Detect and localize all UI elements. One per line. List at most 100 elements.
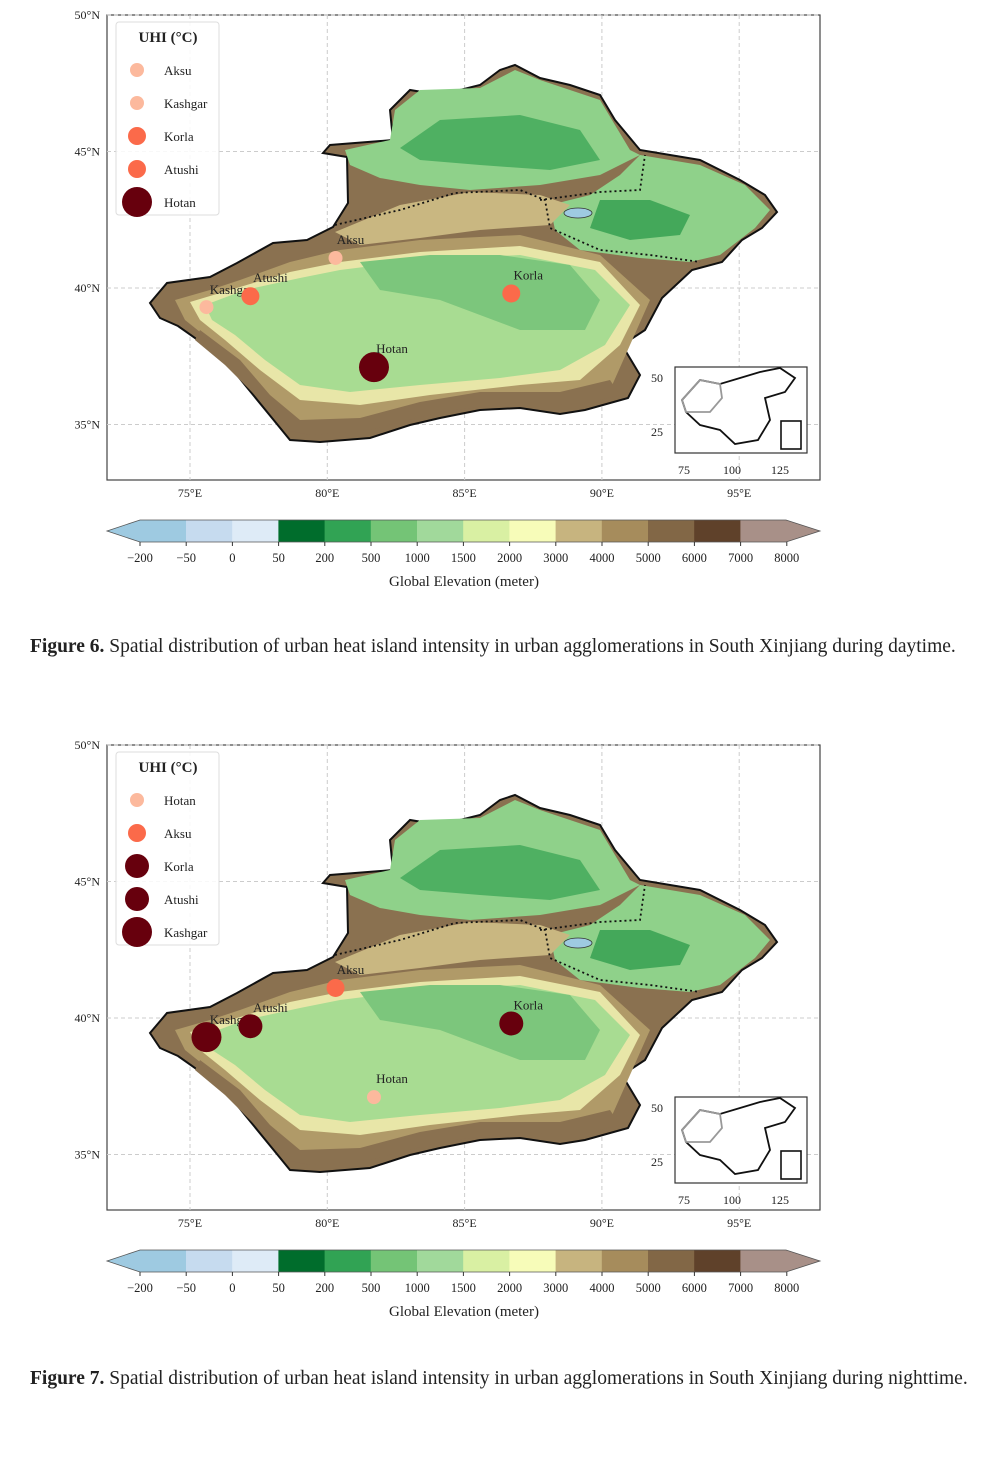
inset-y-tick: 50	[651, 371, 663, 385]
city-marker-atushi	[241, 287, 260, 306]
colorbar-segment	[601, 1250, 649, 1272]
colorbar-segment	[278, 520, 326, 542]
legend-marker	[125, 854, 149, 878]
figure-label: Figure 6.	[30, 636, 105, 657]
legend-box	[115, 751, 220, 946]
colorbar-tick-label: 5000	[636, 1281, 661, 1295]
figure-6-caption: Figure 6. Spatial distribution of urban …	[30, 632, 975, 661]
colorbar-extend-low	[107, 520, 186, 542]
colorbar-tick-label: −200	[127, 551, 153, 565]
city-label: Korla	[513, 997, 543, 1012]
city-marker-kashgar	[199, 300, 214, 315]
terrain-lowland	[360, 255, 600, 330]
turpan-lowland	[590, 930, 690, 970]
colorbar-segment	[186, 520, 233, 542]
lon-tick-label: 80°E	[315, 1216, 339, 1230]
legend-marker	[122, 187, 152, 217]
colorbar-tick-label: 8000	[774, 551, 799, 565]
colorbar-segment	[555, 1250, 603, 1272]
city-label: Aksu	[337, 232, 365, 247]
legend-label: Hotan	[164, 793, 196, 808]
lat-tick-label: 35°N	[75, 418, 101, 432]
tianshan-range	[335, 192, 570, 245]
region-boundary	[334, 154, 701, 263]
colorbar-title: Global Elevation (meter)	[389, 574, 539, 590]
china-outline	[680, 367, 797, 445]
lon-tick-label: 90°E	[590, 486, 614, 500]
city-label: Atushi	[253, 1000, 288, 1015]
dzungaria-lowland	[400, 115, 600, 170]
colorbar-tick-label: 6000	[682, 1281, 707, 1295]
colorbar-segment	[648, 1250, 695, 1272]
legend-label: Korla	[164, 859, 194, 874]
colorbar-segment	[601, 520, 649, 542]
colorbar-segment	[278, 1250, 326, 1272]
lon-tick-label: 85°E	[453, 486, 477, 500]
colorbar-tick-label: 1000	[405, 1281, 430, 1295]
colorbar-segment	[509, 1250, 557, 1272]
colorbar-segment	[509, 520, 557, 542]
colorbar-tick-label: −200	[127, 1281, 153, 1295]
colorbar-segment	[648, 520, 695, 542]
colorbar-segment	[370, 520, 418, 542]
region-boundary	[334, 884, 701, 993]
xinjiang-inset-outline	[680, 379, 723, 413]
city-label: Hotan	[376, 341, 408, 356]
turpan-lowland	[590, 200, 690, 240]
colorbar-extend-high	[740, 520, 820, 542]
legend-marker	[128, 824, 146, 842]
colorbar-tick-label: 0	[229, 551, 235, 565]
colorbar-tick-label: 500	[362, 551, 381, 565]
tianshan-range	[335, 922, 570, 975]
china-outline	[680, 1097, 797, 1175]
inset-x-tick: 75	[678, 1193, 690, 1207]
legend-label: Atushi	[164, 892, 199, 907]
city-marker-hotan	[358, 352, 389, 383]
colorbar-segment	[232, 520, 279, 542]
terrain-lowland	[360, 985, 600, 1060]
lon-tick-label: 95°E	[727, 1216, 751, 1230]
kunlun-range	[195, 1060, 620, 1165]
figure-7-map: 50°N 45°N 40°N 35°N 75°E 80°E 85°E 90°E 95°E Aksu…	[75, 738, 822, 1320]
lon-tick-label: 85°E	[453, 1216, 477, 1230]
city-label: Korla	[513, 267, 543, 282]
colorbar-segment	[555, 520, 603, 542]
legend-marker	[125, 887, 149, 911]
colorbar-segment	[324, 1250, 372, 1272]
colorbar-tick-label: 0	[229, 1281, 235, 1295]
lat-tick-label: 35°N	[75, 1148, 101, 1162]
caption-text: Spatial distribution of urban heat islan…	[104, 636, 956, 657]
legend-marker	[128, 127, 146, 145]
legend-label: Hotan	[164, 195, 196, 210]
caption-text: Spatial distribution of urban heat islan…	[104, 1368, 968, 1389]
inset-x-tick: 125	[771, 463, 789, 477]
colorbar-title: Global Elevation (meter)	[389, 1304, 539, 1320]
colorbar-segment	[463, 1250, 510, 1272]
lon-tick-label: 80°E	[315, 486, 339, 500]
city-marker-aksu	[326, 978, 345, 997]
colorbar-tick-label: 7000	[728, 1281, 753, 1295]
legend-label: Aksu	[164, 826, 192, 841]
lon-tick-label: 95°E	[727, 486, 751, 500]
colorbar-tick-label: −50	[176, 551, 196, 565]
dzungaria-lowland	[400, 845, 600, 900]
xinjiang-inset-outline	[680, 1109, 723, 1143]
lat-tick-label: 50°N	[75, 8, 101, 22]
colorbar-segment	[324, 520, 372, 542]
lat-tick-label: 45°N	[75, 145, 101, 159]
figure-6: 50°N 45°N 40°N 35°N 75°E 80°E 85°E 90°E 95°E Aksu…	[0, 0, 1000, 600]
city-label: Atushi	[253, 270, 288, 285]
city-marker-aksu	[328, 250, 343, 265]
colorbar-segment	[463, 520, 510, 542]
legend-title: UHI (°C)	[139, 760, 198, 776]
colorbar-tick-label: 3000	[543, 551, 568, 565]
colorbar-segment	[370, 1250, 418, 1272]
colorbar-extend-low	[107, 1250, 186, 1272]
legend-marker	[122, 917, 152, 947]
legend-box	[115, 21, 220, 216]
legend-label: Korla	[164, 129, 194, 144]
colorbar-tick-label: 6000	[682, 551, 707, 565]
legend-label: Atushi	[164, 162, 199, 177]
bosten-lake	[563, 207, 593, 219]
inset-y-tick: 25	[651, 1155, 663, 1169]
